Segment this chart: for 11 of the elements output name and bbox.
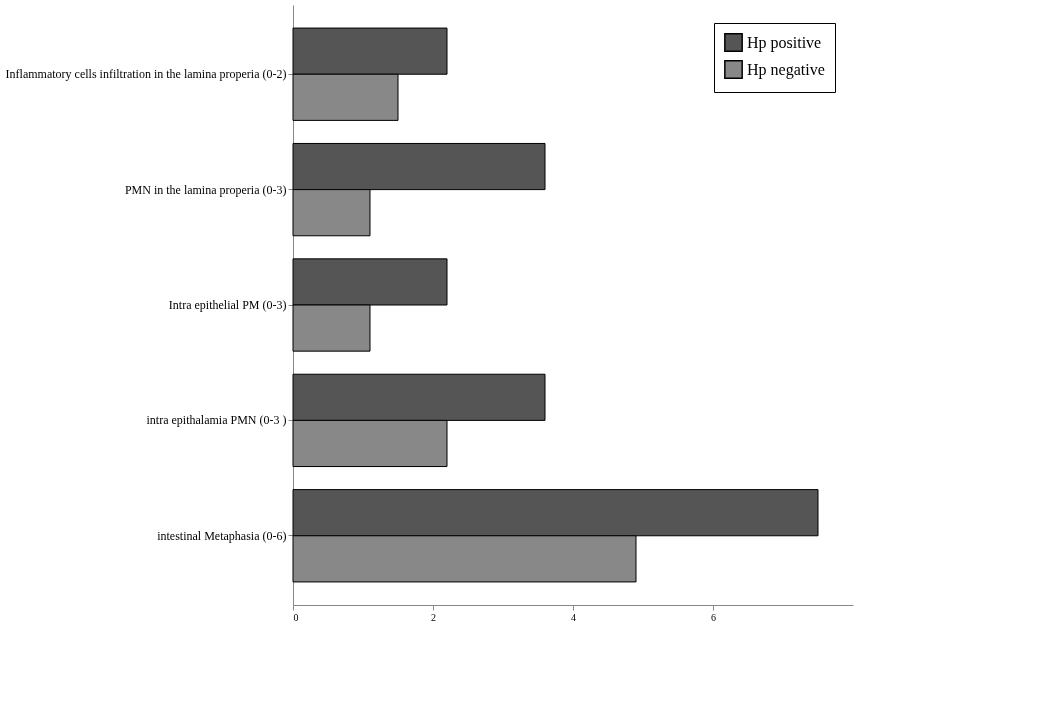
y-tick-label: Intra epithelial PM (0-3) [168, 298, 287, 312]
legend-label: Hp positive [747, 33, 822, 52]
legend-label: Hp negative [747, 60, 825, 79]
x-tick-label: 4 [571, 611, 576, 623]
y-tick-label: intra epithalamia PMN (0-3 ) [146, 413, 287, 428]
y-tick-label: intestinal Metaphasia (0-6) [157, 528, 287, 543]
x-tick-label: 0 [293, 611, 299, 623]
y-tick-label: Inflammatory cells infiltration in the lamina properia (0-2) [5, 67, 287, 82]
y-tick-label: PMN in the lamina properia (0-3) [124, 182, 287, 197]
x-tick-label: 6 [711, 611, 716, 623]
x-tick-label: 2 [431, 611, 436, 623]
